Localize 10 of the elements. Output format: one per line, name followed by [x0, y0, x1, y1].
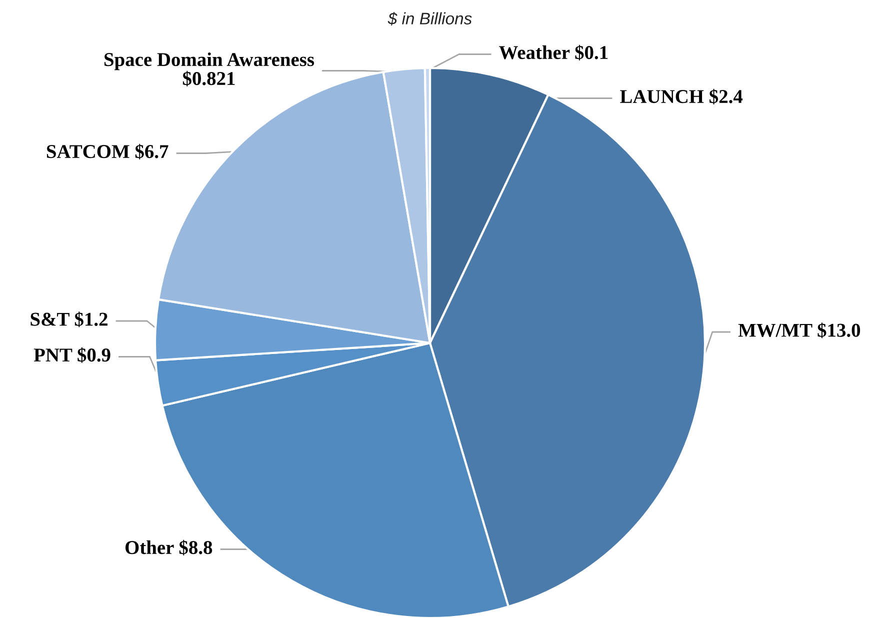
slice-label: PNT $0.9	[34, 347, 110, 363]
slice-label: Weather $0.1	[499, 44, 608, 60]
slice-label: S&T $1.2	[30, 312, 108, 328]
slice-label: Other $8.8	[125, 540, 212, 556]
slice-label: MW/MT $13.0	[738, 322, 860, 338]
slice-label: Space Domain Awareness	[104, 52, 314, 70]
slice-label: LAUNCH $2.4	[620, 88, 743, 104]
data-label: $0.821	[182, 70, 235, 86]
chart-title: $ in Billions	[388, 12, 472, 26]
slice-label: SATCOM $6.7	[46, 144, 168, 160]
